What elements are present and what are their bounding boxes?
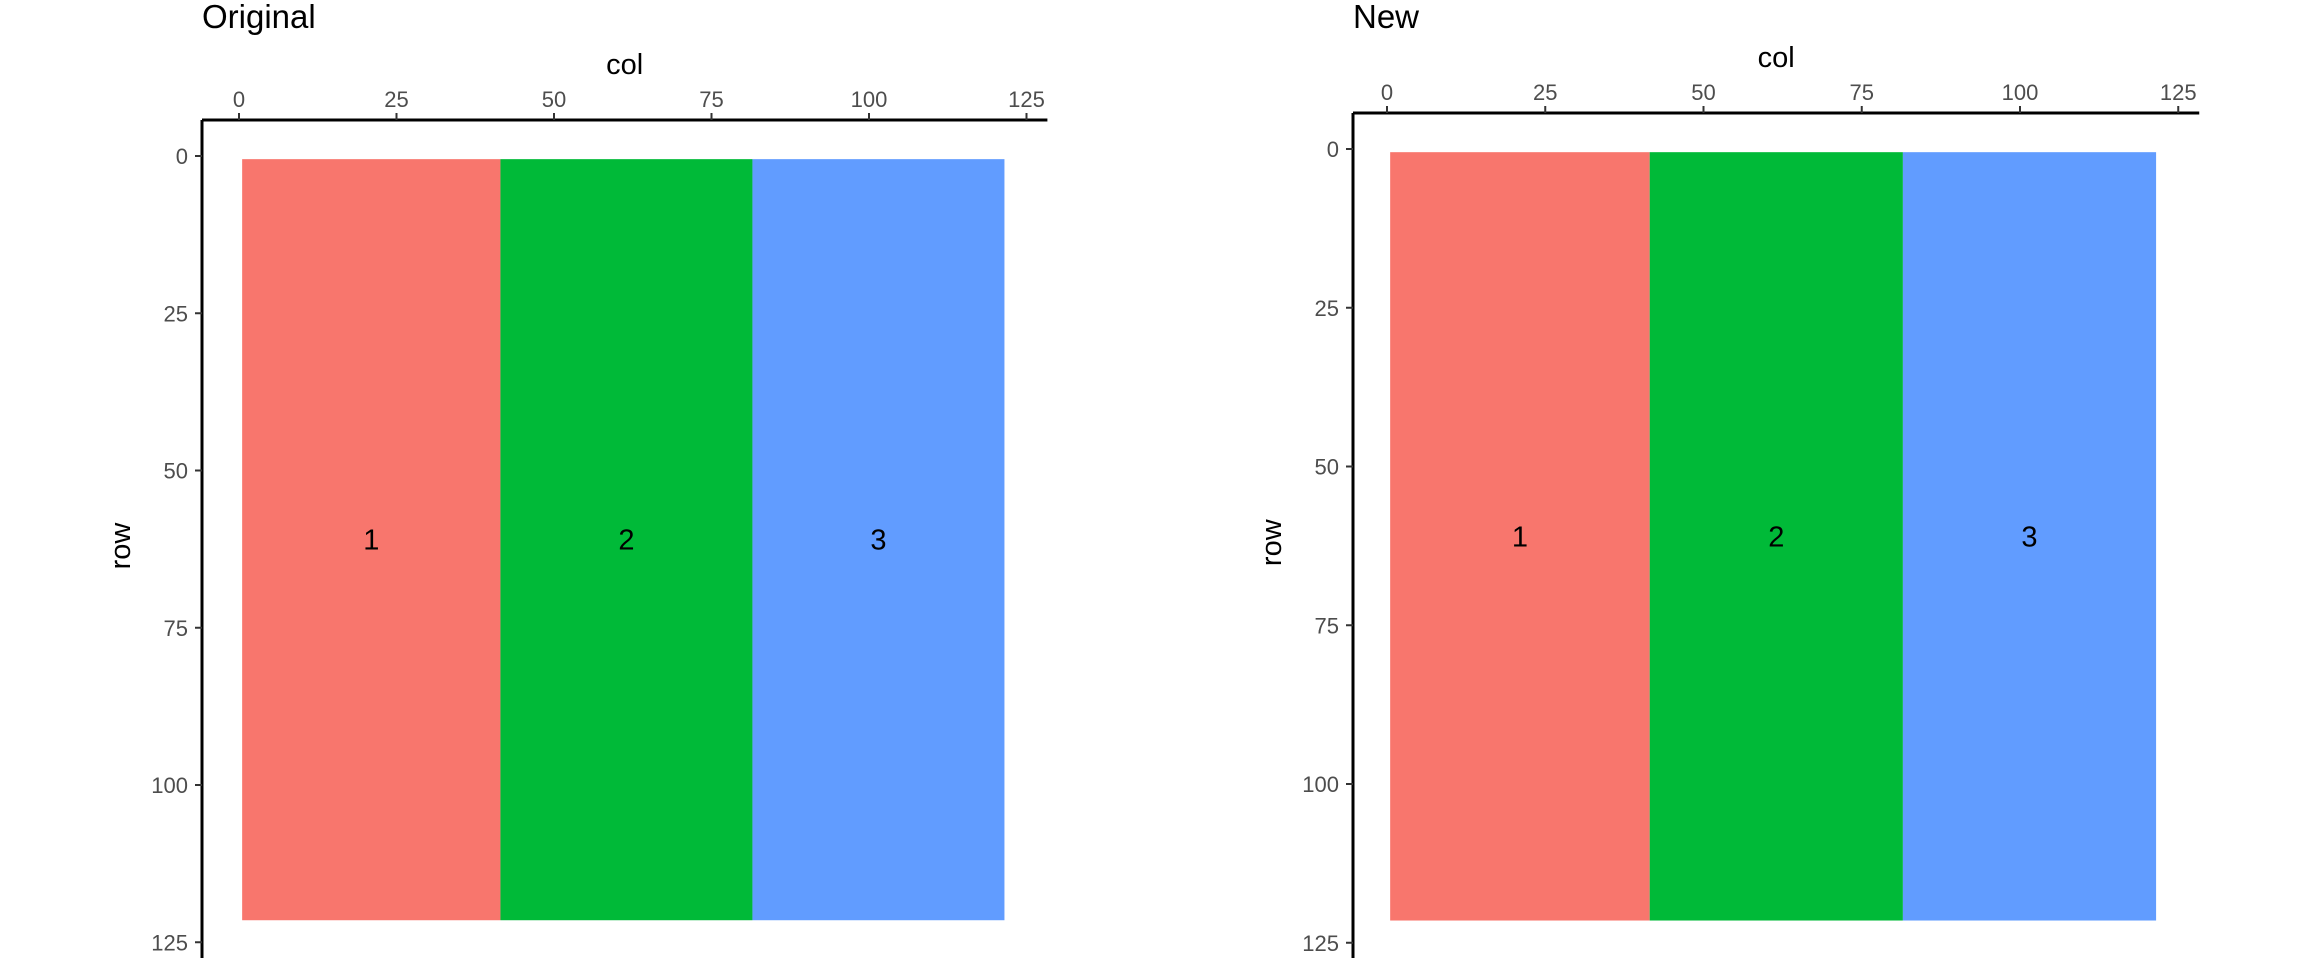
y-tick-label: 50 [164,459,188,484]
y-tick-label: 50 [1315,455,1339,480]
y-tick-label: 25 [1315,296,1339,321]
region-label: 2 [618,525,634,557]
panel-original: 1 2 3 0 25 50 75 100 125 0 25 50 75 100 125 Original col… [105,0,1048,958]
panel-title: New [1353,0,1419,35]
y-tick-label: 0 [1327,137,1339,162]
x-tick-label: 75 [699,87,723,112]
x-axis-title: col [606,49,643,81]
panel-title: Original [202,0,316,35]
y-tick-label: 125 [151,930,188,955]
y-tick-label: 0 [176,144,188,169]
x-axis-title: col [1758,42,1795,74]
y-tick-label: 100 [1302,772,1339,797]
x-tick-label: 50 [1691,80,1715,105]
y-axis-title: row [1256,518,1288,566]
heatmap-region-3 [752,159,1005,921]
x-tick-label: 0 [233,87,245,112]
region-label: 1 [363,525,379,557]
x-tick-label: 125 [1008,87,1045,112]
region-label: 1 [1512,521,1528,553]
y-tick-label: 75 [164,616,188,641]
x-tick-label: 125 [2160,80,2197,105]
x-tick-label: 100 [2002,80,2039,105]
x-tick-label: 25 [384,87,408,112]
x-tick-label: 0 [1381,80,1393,105]
panel-new: 1 2 3 0 25 50 75 100 125 0 25 50 75 100 125 New col row [1256,0,2200,958]
heatmap-region-1 [242,159,501,921]
y-tick-label: 100 [151,773,188,798]
x-tick-label: 25 [1533,80,1557,105]
y-tick-label: 25 [164,301,188,326]
heatmap-region-3 [1902,152,2157,921]
y-axis-title: row [105,522,137,570]
y-tick-label: 75 [1315,613,1339,638]
heatmap-region-1 [1390,152,1650,921]
region-label: 2 [1768,521,1784,553]
heatmap-region-2 [500,159,753,921]
heatmap-region-2 [1649,152,1903,921]
x-tick-label: 75 [1850,80,1874,105]
x-tick-label: 100 [851,87,888,112]
region-label: 3 [2021,521,2037,553]
region-label: 3 [870,525,886,557]
x-tick-label: 50 [542,87,566,112]
y-tick-label: 125 [1302,931,1339,956]
